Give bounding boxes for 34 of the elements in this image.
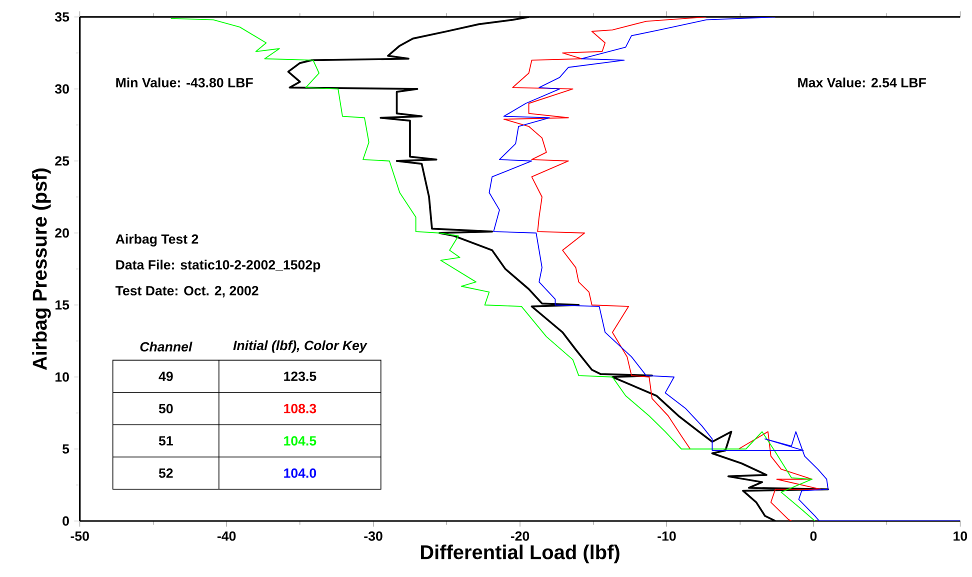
line-series bbox=[503, 17, 822, 522]
annotation: 123.5 bbox=[284, 372, 316, 382]
y-tick-label: 15 bbox=[56, 300, 70, 310]
y-tick-label: 5 bbox=[62, 444, 70, 454]
x-tick-label: -40 bbox=[217, 531, 236, 541]
x-tick-label: -10 bbox=[658, 531, 676, 541]
annotation: Data File: static10-2-2002_1502p bbox=[116, 260, 320, 272]
annotation: 104.5 bbox=[284, 436, 316, 446]
annotation: Test Date: Oct. 2, 2002 bbox=[115, 286, 258, 298]
annotation: 49 bbox=[158, 372, 173, 382]
x-tick-label: -30 bbox=[364, 531, 382, 541]
x-tick-label: -50 bbox=[70, 531, 89, 541]
y-tick-label: 10 bbox=[56, 372, 69, 382]
annotation: 104.0 bbox=[284, 468, 316, 478]
y-tick-label: 35 bbox=[54, 12, 70, 22]
annotation: 51 bbox=[158, 436, 173, 446]
x-tick-label: 10 bbox=[954, 531, 968, 541]
annotation: 50 bbox=[158, 404, 173, 414]
annotation: Channel bbox=[140, 342, 192, 352]
annotation: 108.3 bbox=[284, 404, 316, 414]
y-axis-title: Airbag Pressure (psf) bbox=[32, 168, 51, 370]
annotation: 52 bbox=[158, 468, 173, 478]
annotation: Max Value: 2.54 LBF bbox=[798, 78, 926, 88]
y-tick-label: 25 bbox=[55, 156, 70, 166]
y-tick-label: 30 bbox=[54, 84, 69, 94]
y-tick-label: 0 bbox=[62, 516, 69, 526]
x-axis-title: Differential Load (lbf) bbox=[420, 544, 620, 564]
x-tick-label: 0 bbox=[810, 531, 817, 541]
annotation: Min Value: -43.80 LBF bbox=[116, 78, 253, 88]
line-series bbox=[488, 17, 960, 522]
annotation: Initial (lbf), Color Key bbox=[233, 340, 368, 353]
annotation: Airbag Test 2 bbox=[116, 234, 198, 247]
y-tick-label: 20 bbox=[55, 228, 69, 238]
x-tick-label: -20 bbox=[510, 531, 530, 541]
